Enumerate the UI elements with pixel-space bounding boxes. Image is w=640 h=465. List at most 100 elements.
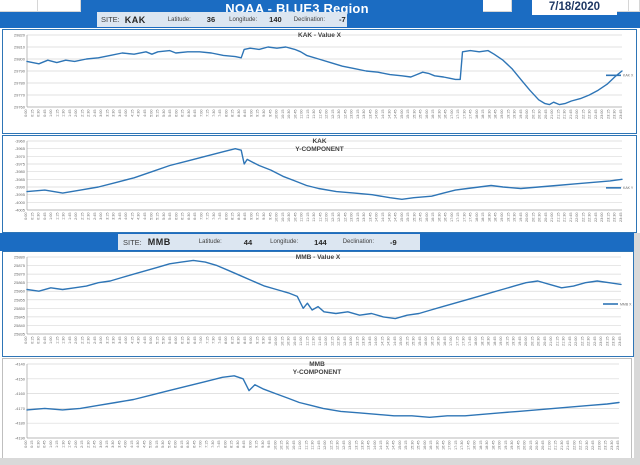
svg-text:2:45: 2:45 xyxy=(93,337,97,344)
svg-text:8:15: 8:15 xyxy=(231,213,235,220)
svg-text:KAK Y: KAK Y xyxy=(623,186,634,190)
svg-text:10:45: 10:45 xyxy=(292,441,296,451)
svg-text:16:00: 16:00 xyxy=(425,110,429,120)
svg-text:19:00: 19:00 xyxy=(500,110,504,120)
svg-text:-3975: -3975 xyxy=(15,162,26,167)
svg-text:7:15: 7:15 xyxy=(205,337,209,344)
svg-text:3:30: 3:30 xyxy=(111,441,115,448)
svg-text:19:30: 19:30 xyxy=(512,337,516,347)
svg-text:11:00: 11:00 xyxy=(300,213,304,222)
svg-text:21:00: 21:00 xyxy=(550,213,554,223)
sheet-right-margin xyxy=(634,233,640,465)
spreadsheet-cell[interactable] xyxy=(483,0,512,11)
svg-text:21:30: 21:30 xyxy=(562,337,566,347)
svg-text:1:00: 1:00 xyxy=(49,337,53,344)
svg-text:18:30: 18:30 xyxy=(487,110,491,120)
svg-text:13:45: 13:45 xyxy=(368,110,372,120)
svg-text:12:45: 12:45 xyxy=(343,213,347,223)
svg-text:21:15: 21:15 xyxy=(556,110,560,120)
svg-text:12:00: 12:00 xyxy=(325,110,329,120)
svg-text:6:30: 6:30 xyxy=(187,213,191,220)
site-info-mmb: SITE: MMB Latitude: 44 Longitude: 144 De… xyxy=(118,234,420,250)
spreadsheet-cell[interactable] xyxy=(37,0,81,11)
svg-text:7:15: 7:15 xyxy=(206,213,210,220)
svg-text:14:45: 14:45 xyxy=(392,441,396,451)
svg-text:25845: 25845 xyxy=(14,314,26,319)
svg-text:-4190: -4190 xyxy=(15,436,26,441)
svg-text:3:30: 3:30 xyxy=(112,110,116,117)
svg-text:1:30: 1:30 xyxy=(61,441,65,448)
svg-text:13:15: 13:15 xyxy=(356,213,360,223)
declination-label: Declination: xyxy=(293,16,326,23)
chart-mmb-value-x[interactable]: 25880 25875 25870 25865 25860 25855 25850 25845… xyxy=(2,251,634,357)
svg-text:6:15: 6:15 xyxy=(181,110,185,117)
svg-text:16:00: 16:00 xyxy=(424,337,428,347)
svg-text:15:15: 15:15 xyxy=(404,441,408,451)
svg-text:3:45: 3:45 xyxy=(118,337,122,344)
svg-text:5:45: 5:45 xyxy=(167,441,171,448)
svg-text:21:00: 21:00 xyxy=(549,337,553,347)
svg-text:-3965: -3965 xyxy=(15,146,26,151)
svg-text:10:45: 10:45 xyxy=(293,213,297,223)
spreadsheet-cell[interactable] xyxy=(628,0,640,11)
svg-text:25860: 25860 xyxy=(14,289,26,294)
svg-text:4:15: 4:15 xyxy=(130,337,134,344)
svg-text:20:15: 20:15 xyxy=(529,441,533,451)
spreadsheet-cells-mid xyxy=(483,0,512,12)
svg-text:18:00: 18:00 xyxy=(473,441,477,451)
svg-text:18:00: 18:00 xyxy=(475,110,479,120)
svg-text:5:30: 5:30 xyxy=(162,337,166,344)
svg-text:8:45: 8:45 xyxy=(243,213,247,220)
svg-text:KAK X: KAK X xyxy=(623,74,634,78)
svg-text:25855: 25855 xyxy=(14,297,26,302)
svg-text:15:00: 15:00 xyxy=(400,213,404,223)
svg-text:14:45: 14:45 xyxy=(393,337,397,347)
svg-text:29800: 29800 xyxy=(14,57,26,62)
spreadsheet-cell[interactable] xyxy=(0,0,38,11)
svg-text:0:30: 0:30 xyxy=(37,213,41,220)
svg-text:7:45: 7:45 xyxy=(218,337,222,344)
svg-text:1:45: 1:45 xyxy=(68,441,72,448)
date-cell[interactable]: 7/18/2020 xyxy=(532,0,617,15)
svg-text:3:45: 3:45 xyxy=(117,441,121,448)
svg-text:18:45: 18:45 xyxy=(494,213,498,223)
chart-kak-y-component[interactable]: -3960 -3965 -3970 -3975 -3980 -3985 -3990 -3995… xyxy=(2,135,637,233)
svg-text:9:00: 9:00 xyxy=(249,337,253,344)
svg-text:23:15: 23:15 xyxy=(604,441,608,451)
legend-2: MMB X xyxy=(603,302,632,306)
svg-text:22:00: 22:00 xyxy=(572,441,576,451)
svg-text:17:30: 17:30 xyxy=(460,441,464,451)
chart-kak-value-x[interactable]: 29820 29810 29800 29790 29780 29770 29760 0:00 0… xyxy=(2,29,637,134)
svg-text:20:30: 20:30 xyxy=(538,110,542,120)
svg-text:19:45: 19:45 xyxy=(519,213,523,223)
svg-text:17:00: 17:00 xyxy=(450,213,454,223)
svg-text:18:45: 18:45 xyxy=(491,441,495,451)
svg-text:15:30: 15:30 xyxy=(412,110,416,120)
svg-text:5:00: 5:00 xyxy=(149,441,153,448)
svg-text:1:00: 1:00 xyxy=(49,110,53,117)
svg-text:0:15: 0:15 xyxy=(30,337,34,344)
svg-text:23:30: 23:30 xyxy=(613,213,617,223)
svg-text:12:30: 12:30 xyxy=(337,110,341,120)
svg-text:10:45: 10:45 xyxy=(293,110,297,120)
svg-text:17:00: 17:00 xyxy=(449,337,453,347)
svg-text:21:45: 21:45 xyxy=(569,213,573,223)
declination-value: -9 xyxy=(390,237,397,247)
svg-text:23:45: 23:45 xyxy=(619,213,623,223)
svg-text:20:15: 20:15 xyxy=(531,110,535,120)
svg-text:22:00: 22:00 xyxy=(575,110,579,120)
svg-text:2:00: 2:00 xyxy=(74,110,78,117)
svg-text:3:00: 3:00 xyxy=(99,337,103,344)
svg-text:6:30: 6:30 xyxy=(186,441,190,448)
svg-text:5:45: 5:45 xyxy=(168,110,172,117)
svg-text:22:45: 22:45 xyxy=(594,110,598,120)
svg-text:0:15: 0:15 xyxy=(30,213,34,220)
chart-mmb-y-component[interactable]: -4140 -4150 -4160 -4170 -4180 -4190 0:00 0:15 0:… xyxy=(2,358,632,459)
svg-text:0:45: 0:45 xyxy=(43,441,47,448)
spreadsheet-cell[interactable] xyxy=(617,0,629,11)
svg-text:5:00: 5:00 xyxy=(149,337,153,344)
svg-text:16:45: 16:45 xyxy=(442,441,446,451)
svg-text:5:15: 5:15 xyxy=(155,441,159,448)
svg-text:25880: 25880 xyxy=(14,255,26,260)
